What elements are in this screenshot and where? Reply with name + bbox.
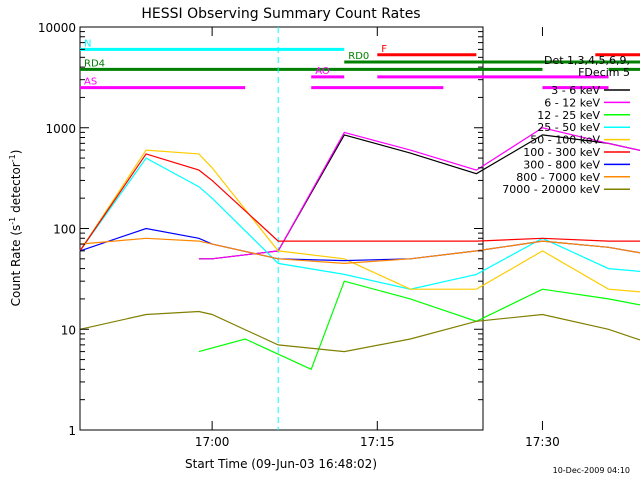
flag-label-rd0: RD0 bbox=[348, 51, 369, 62]
series-line bbox=[79, 153, 640, 252]
flag-label-n: N bbox=[84, 38, 91, 49]
flag-label-as: AS bbox=[84, 77, 97, 88]
legend-label: 800 - 7000 keV bbox=[516, 171, 600, 184]
legend-label: 50 - 100 keV bbox=[530, 134, 600, 147]
legend-label: 25 - 50 keV bbox=[537, 121, 600, 134]
series-line bbox=[79, 149, 640, 293]
chart-title: HESSI Observing Summary Count Rates bbox=[141, 6, 420, 22]
x-axis-label: Start Time (09-Jun-03 16:48:02) bbox=[185, 457, 377, 471]
y-axis: 1 10 100 1000 10000 bbox=[38, 21, 483, 438]
y-tick-label: 1 bbox=[68, 424, 76, 438]
legend-label: 3 - 6 keV bbox=[551, 84, 600, 97]
flag-label-rd4: RD4 bbox=[84, 58, 105, 69]
y-tick-label: 100 bbox=[53, 223, 76, 237]
legend-label: 7000 - 20000 keV bbox=[502, 183, 600, 196]
y-tick-label: 1000 bbox=[45, 122, 76, 136]
observing-flags: N F RD0 RD4 AO AS bbox=[80, 38, 640, 90]
y-axis-label: Count Rate (s-1 detector-1) bbox=[8, 150, 23, 307]
legend-title-line-2: FDecim 5 bbox=[578, 66, 630, 79]
legend-label: 6 - 12 keV bbox=[544, 96, 600, 109]
vertical-markers bbox=[277, 27, 279, 430]
legend-title-line-1: Det 1,3,4,5,6,9, bbox=[544, 54, 630, 67]
generation-timestamp: 10-Dec-2009 04:10 bbox=[553, 466, 630, 475]
x-tick-label: 17:00 bbox=[195, 435, 230, 449]
flag-label-ao: AO bbox=[315, 66, 330, 77]
y-tick-label: 10000 bbox=[38, 21, 76, 35]
x-tick-label: 17:15 bbox=[360, 435, 395, 449]
series-line bbox=[198, 127, 640, 260]
series-line bbox=[198, 280, 640, 371]
legend-label: 300 - 800 keV bbox=[523, 158, 600, 171]
y-tick-label: 10 bbox=[61, 323, 76, 337]
legend-label: 12 - 25 keV bbox=[537, 109, 600, 122]
x-tick-label: 17:30 bbox=[525, 435, 560, 449]
series-lines bbox=[79, 127, 640, 371]
flag-label-f: F bbox=[381, 44, 387, 55]
legend-label: 100 - 300 keV bbox=[523, 146, 600, 159]
series-line bbox=[79, 237, 640, 265]
series-line bbox=[79, 157, 640, 290]
series-line bbox=[79, 310, 640, 353]
